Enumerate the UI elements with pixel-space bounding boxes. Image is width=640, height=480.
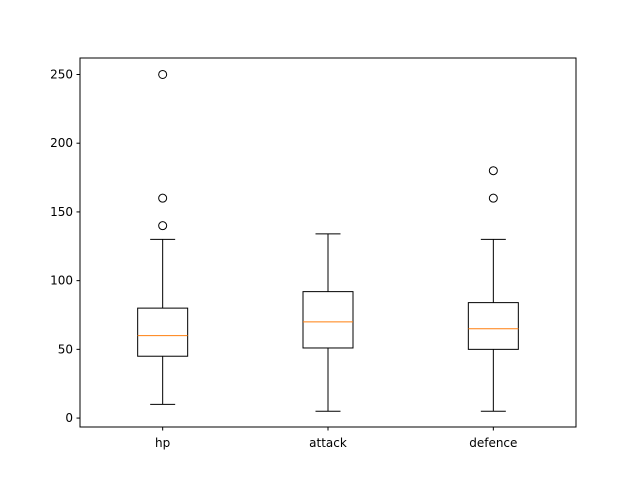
y-tick-label: 100 [50,274,73,288]
box-attack [302,233,354,412]
outlier-point [158,193,168,203]
axes: 0 50 100 150 200 250 hp attack defence [50,67,517,450]
x-tick-label-hp: hp [155,436,170,450]
iqr-box [467,302,519,350]
box-defence [467,166,519,412]
y-tick-label: 50 [58,342,73,356]
plot-area [137,69,519,412]
y-tick-label: 150 [50,205,73,219]
outlier-point [488,193,498,203]
iqr-box [137,307,189,357]
y-tick-label: 250 [50,67,73,81]
x-tick-label-defence: defence [469,436,517,450]
outlier-point [158,221,168,231]
outlier-point [488,166,498,176]
outlier-point [158,69,168,79]
y-tick-label: 0 [65,411,73,425]
x-tick-label-attack: attack [309,436,347,450]
box-hp [137,69,189,405]
iqr-box [302,291,354,349]
y-tick-label: 200 [50,136,73,150]
